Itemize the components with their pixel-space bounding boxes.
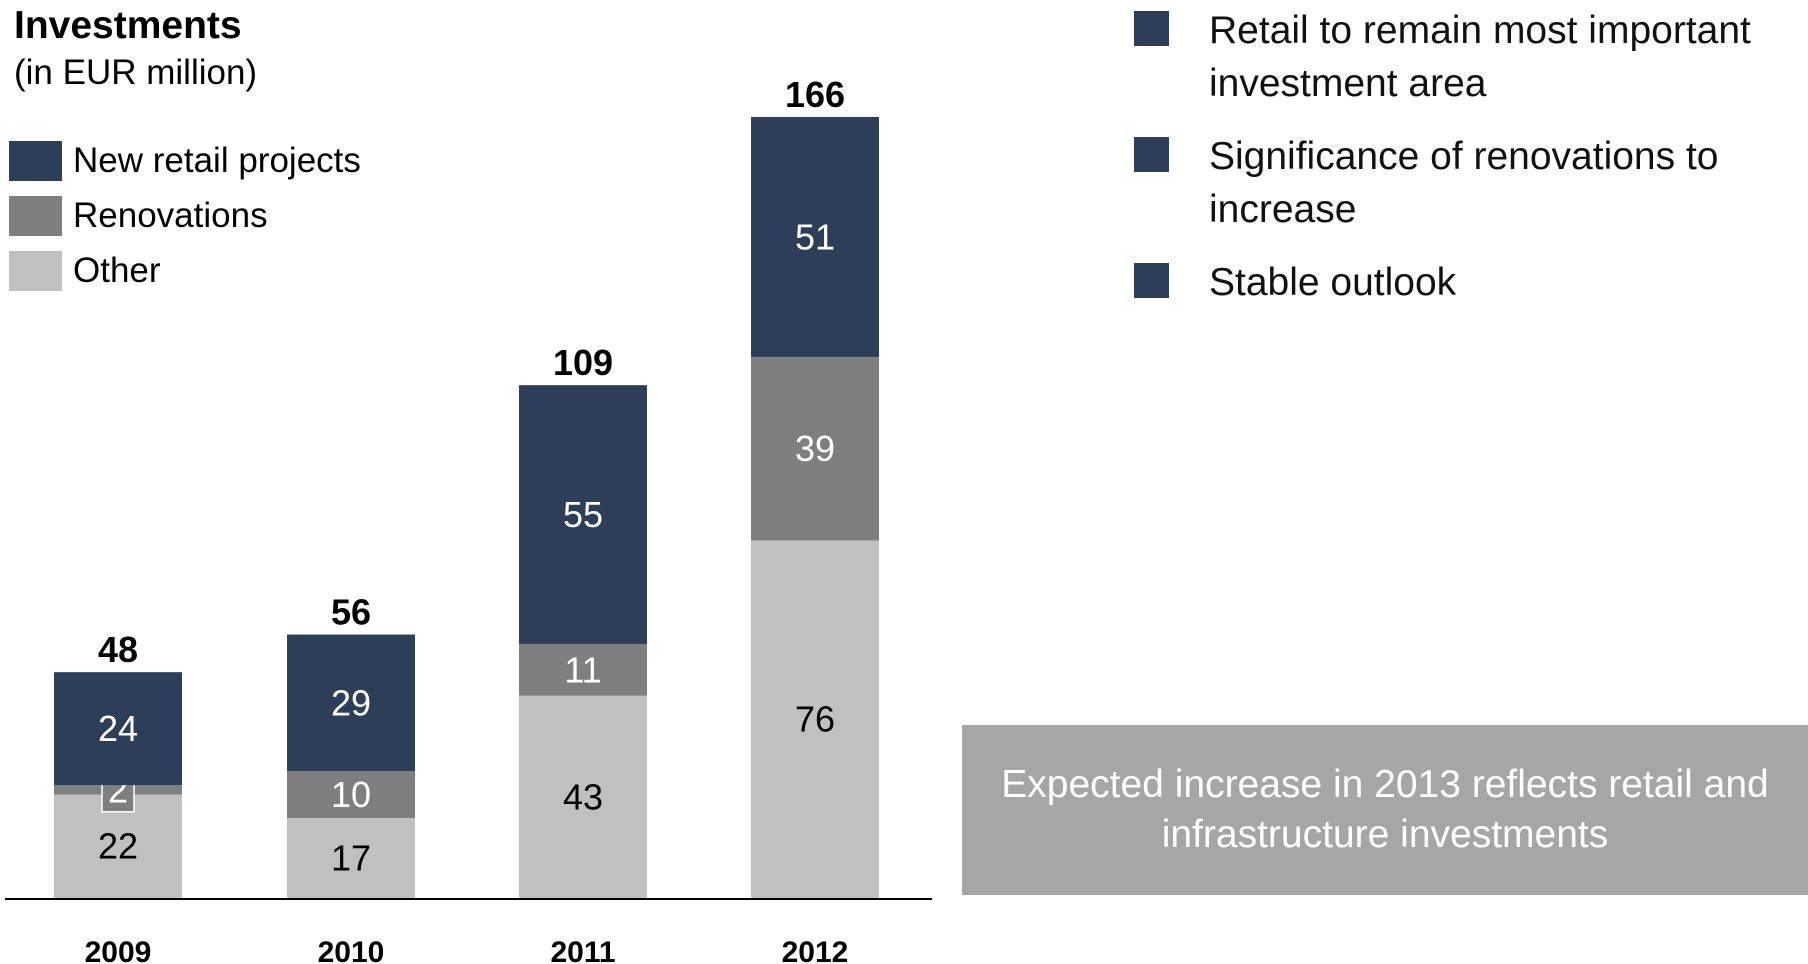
bullet-square-icon (1134, 137, 1169, 172)
key-points-list: Retail to remain most important investme… (1134, 4, 1808, 329)
bar-segment-other-2011 (519, 695, 647, 898)
x-tick-label-2012: 2012 (782, 936, 849, 964)
bar-segment-new-retail-projects-2010 (287, 634, 415, 771)
legend-swatch-other (9, 251, 62, 291)
callout-text: Expected increase in 2013 reflects retai… (1001, 763, 1769, 856)
bullet-square-icon (1134, 263, 1169, 298)
total-label-2010: 56 (331, 592, 371, 633)
stacked-bar-chart: 2222448200917102956201043115510920117639… (5, 74, 932, 964)
key-point-text: Stable outlook (1209, 261, 1457, 304)
chart-title: Investments (14, 4, 242, 47)
key-point-text: Significance of renovations to increase (1209, 135, 1719, 231)
data-label-other-2012: 76 (795, 699, 835, 740)
total-label-2011: 109 (553, 342, 613, 383)
total-label-2009: 48 (98, 629, 138, 670)
bar-segment-new-retail-projects-2011 (519, 385, 647, 644)
legend-label-other: Other (73, 251, 161, 290)
key-point-item: Stable outlook (1134, 256, 1808, 309)
data-label-other-2009: 22 (98, 826, 138, 867)
data-label-other-2011: 43 (563, 776, 603, 817)
legend-label-new-retail-projects: New retail projects (73, 141, 361, 180)
key-point-text: Retail to remain most important investme… (1209, 9, 1751, 105)
chart-subtitle: (in EUR million) (14, 53, 258, 92)
bar-segment-new-retail-projects-2012 (751, 117, 879, 357)
bar-segment-renovations-2012 (751, 356, 879, 541)
data-label-new-retail-projects-2009: 24 (98, 708, 138, 749)
legend-swatch-renovations (9, 196, 62, 236)
key-point-item: Retail to remain most important investme… (1134, 4, 1808, 110)
data-label-other-2010: 17 (331, 838, 371, 879)
x-tick-label-2011: 2011 (550, 936, 615, 964)
data-label-new-retail-projects-2012: 51 (795, 216, 835, 257)
bar-segment-renovations-2010 (287, 770, 415, 819)
bar-segment-other-2010 (287, 818, 415, 898)
data-label-new-retail-projects-2010: 29 (331, 682, 371, 723)
x-tick-label-2009: 2009 (85, 936, 152, 964)
key-point-item: Significance of renovations to increase (1134, 130, 1808, 236)
data-label-renovations-2010: 10 (331, 774, 371, 815)
callout-box: Expected increase in 2013 reflects retai… (962, 725, 1808, 895)
data-label-renovations-2011: 11 (564, 649, 601, 690)
legend-label-renovations: Renovations (73, 196, 268, 235)
total-label-2012: 166 (785, 74, 845, 115)
legend-swatch-new-retail-projects (9, 141, 62, 181)
bar-segment-new-retail-projects-2009 (54, 672, 182, 786)
bar-segment-other-2012 (751, 540, 879, 898)
x-tick-label-2010: 2010 (318, 936, 385, 964)
data-label-renovations-2012: 39 (795, 428, 835, 469)
data-label-new-retail-projects-2011: 55 (563, 494, 603, 535)
bullet-square-icon (1134, 11, 1169, 46)
bar-segment-renovations-2011 (519, 643, 647, 696)
